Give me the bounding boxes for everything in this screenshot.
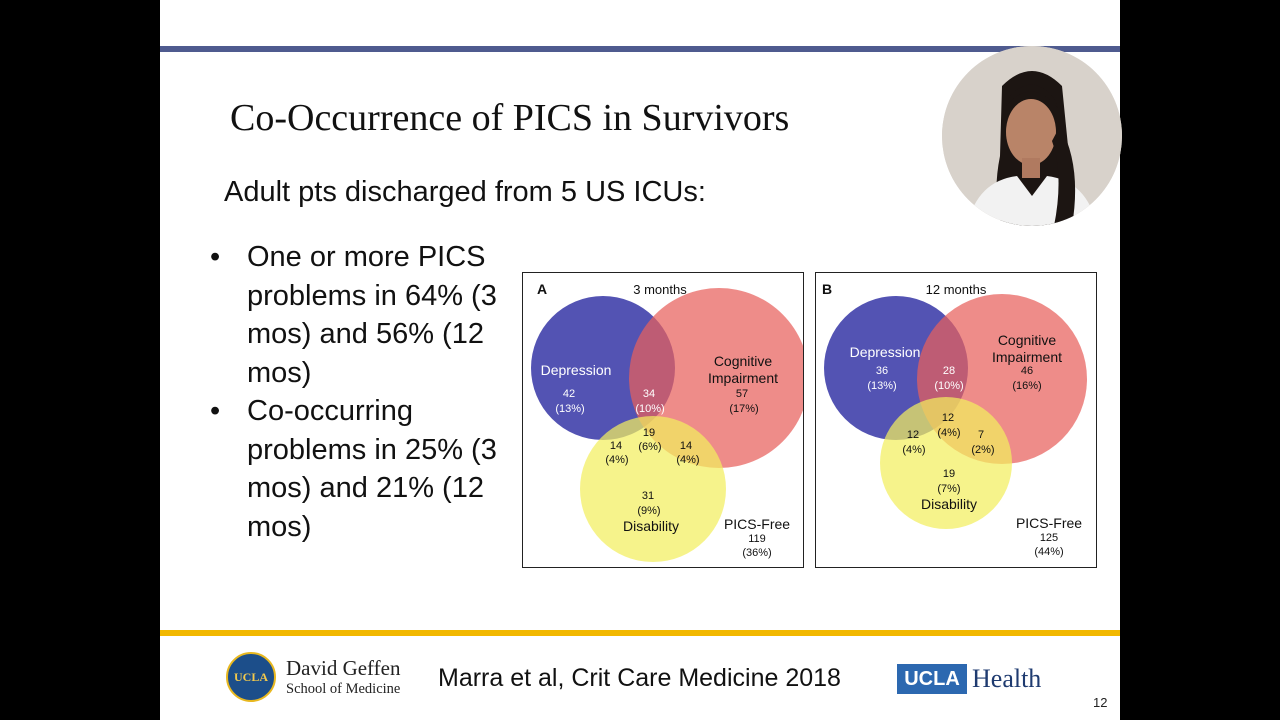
cognitive-label-line1: Cognitive [998, 332, 1057, 348]
bullet-icon: • [210, 241, 221, 273]
depression-label: Depression [850, 344, 921, 360]
depression-only-count: 42 [563, 388, 575, 400]
panel-letter: B [822, 281, 832, 297]
cognitive-only-percent: (16%) [1012, 380, 1041, 392]
cognitive-label-line2: Impairment [992, 349, 1062, 365]
ucla-health-logo-box: UCLA [897, 664, 967, 694]
bullet-item: • One or more PICS problems in 64% (3 mos… [208, 238, 498, 392]
pics-free-label: PICS-Free [1016, 515, 1082, 531]
bullet-icon: • [210, 395, 221, 427]
venn-diagram-b: B 12 months Depression 36 (13%) Cognitiv… [822, 281, 1087, 558]
depression-label: Depression [541, 362, 612, 378]
pics-free-percent: (44%) [1034, 546, 1063, 558]
depression-cognitive-count: 28 [943, 365, 955, 377]
depression-cognitive-count: 34 [643, 388, 655, 400]
slide-subtitle: Adult pts discharged from 5 US ICUs: [224, 176, 706, 208]
bullet-list: • One or more PICS problems in 64% (3 mos… [208, 238, 498, 546]
cognitive-label-line1: Cognitive [714, 353, 773, 369]
depression-only-percent: (13%) [867, 380, 896, 392]
school-name-line2: School of Medicine [286, 681, 401, 697]
depression-only-percent: (13%) [555, 403, 584, 415]
cognitive-only-percent: (17%) [729, 403, 758, 415]
panel-period: 12 months [926, 282, 987, 297]
cognitive-disability-count: 7 [978, 429, 984, 441]
school-of-medicine-logo: David Geffen School of Medicine [286, 658, 401, 697]
depression-cognitive-percent: (10%) [635, 403, 664, 415]
all-three-percent: (6%) [638, 441, 661, 453]
depression-disability-count: 14 [610, 440, 622, 452]
disability-only-count: 19 [943, 468, 955, 480]
bottom-rule [160, 630, 1120, 636]
disability-label: Disability [623, 518, 679, 534]
citation: Marra et al, Crit Care Medicine 2018 [438, 664, 841, 692]
venn-diagram-a: A 3 months Depression 42 (13%) Cognitive… [531, 281, 803, 562]
pics-free-count: 119 [748, 533, 766, 545]
bullet-text: One or more PICS problems in 64% (3 mos)… [247, 241, 497, 389]
panel-period: 3 months [633, 282, 687, 297]
disability-circle [880, 397, 1012, 529]
pics-free-count: 125 [1040, 532, 1058, 544]
depression-disability-percent: (4%) [902, 444, 925, 456]
ucla-seal-logo: UCLA [226, 652, 276, 702]
disability-circle [580, 416, 726, 562]
disability-label: Disability [921, 496, 977, 512]
cognitive-disability-percent: (4%) [676, 454, 699, 466]
venn-panel-3-months: A 3 months Depression 42 (13%) Cognitive… [522, 272, 804, 568]
pics-free-label: PICS-Free [724, 516, 790, 532]
pics-free-percent: (36%) [742, 547, 771, 559]
cognitive-disability-percent: (2%) [971, 444, 994, 456]
venn-panel-12-months: B 12 months Depression 36 (13%) Cognitiv… [815, 272, 1097, 568]
disability-only-count: 31 [642, 490, 654, 502]
presenter-avatar-icon [942, 46, 1122, 226]
depression-disability-percent: (4%) [605, 454, 628, 466]
presenter-webcam-video [942, 46, 1122, 226]
seal-text: UCLA [233, 670, 268, 684]
ucla-health-logo-text: Health [972, 664, 1042, 693]
all-three-percent: (4%) [937, 427, 960, 439]
panel-letter: A [537, 281, 547, 297]
page-number: 12 [1093, 695, 1108, 710]
all-three-count: 12 [942, 412, 954, 424]
cognitive-only-count: 46 [1021, 365, 1033, 377]
disability-only-percent: (7%) [937, 483, 960, 495]
all-three-count: 19 [643, 427, 655, 439]
cognitive-disability-count: 14 [680, 440, 692, 452]
depression-disability-count: 12 [907, 429, 919, 441]
disability-only-percent: (9%) [637, 505, 660, 517]
school-name-line1: David Geffen [286, 656, 401, 680]
bullet-item: • Co-occurring problems in 25% (3 mos) an… [208, 392, 498, 546]
top-rule [160, 46, 1120, 52]
bullet-text: Co-occurring problems in 25% (3 mos) and… [247, 395, 497, 543]
depression-cognitive-percent: (10%) [934, 380, 963, 392]
slide-title: Co-Occurrence of PICS in Survivors [230, 97, 790, 139]
cognitive-only-count: 57 [736, 388, 748, 400]
depression-only-count: 36 [876, 365, 888, 377]
cognitive-label-line2: Impairment [708, 370, 778, 386]
